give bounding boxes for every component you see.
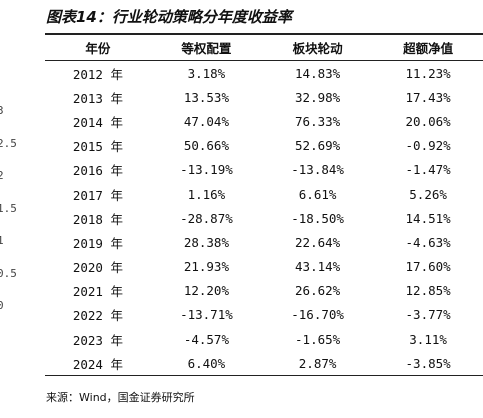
table-cell: 2021 年: [72, 284, 123, 300]
table-cell: -13.71%: [180, 307, 233, 323]
table-row: 2022 年 -13.71% -16.70% -3.77%: [45, 303, 483, 327]
source: 来源：Wind，国金证券研究所: [46, 391, 195, 404]
table-row: 2024 年 6.40% 2.87% -3.85%: [45, 351, 483, 377]
table-body: 2012 年 3.18% 14.83% 11.23% 2013 年 13.53% 32.98…: [45, 61, 483, 377]
table-cell: 14.83%: [295, 65, 341, 81]
table-cell: 2012 年: [72, 66, 123, 82]
table-row: 2021 年 12.20% 26.62% 12.85%: [45, 279, 483, 303]
table-cell: 20.06%: [405, 113, 451, 129]
table-cell: 11.23%: [405, 65, 451, 81]
header-cell: 板块轮动: [262, 33, 374, 61]
table-cell: 32.98%: [295, 89, 341, 105]
table-cell: -13.19%: [180, 162, 233, 178]
header-row: 年份 等权配置 板块轮动 超额净值: [45, 33, 483, 61]
header-cell: 年份: [45, 33, 151, 61]
table-cell: 6.61%: [298, 186, 337, 202]
table-row: 2023 年 -4.57% -1.65% 3.11%: [45, 327, 483, 351]
table-cell: -13.84%: [291, 162, 344, 178]
table-row: 2017 年 1.16% 6.61% 5.26%: [45, 182, 483, 206]
table-cell: -3.77%: [405, 307, 451, 323]
table-cell: 2020 年: [72, 260, 123, 276]
table-cell: 2023 年: [72, 332, 123, 348]
header-cell: 超额净值: [373, 33, 483, 61]
table-cell: -16.70%: [291, 307, 344, 323]
table-cell: 1.16%: [187, 186, 226, 202]
table-row: 2019 年 28.38% 22.64% -4.63%: [45, 230, 483, 254]
table-cell: 12.20%: [183, 283, 229, 299]
table-cell: 28.38%: [183, 234, 229, 250]
table-cell: 14.51%: [405, 210, 451, 226]
table-cell: -1.47%: [405, 162, 451, 178]
side-label: 1: [0, 234, 4, 247]
table-cell: 2015 年: [72, 139, 123, 155]
side-label: 1.5: [0, 201, 17, 215]
table-cell: 2017 年: [72, 187, 123, 203]
side-label: 0: [0, 299, 4, 312]
table-cell: 2024 年: [45, 351, 151, 377]
table-cell: 43.14%: [295, 259, 341, 275]
side-label: 2: [0, 169, 4, 182]
table-cell: -4.63%: [405, 234, 451, 250]
table-cell: 5.26%: [409, 186, 447, 202]
table-cell: 22.64%: [295, 234, 341, 250]
table-row: 2013 年 13.53% 32.98% 17.43%: [45, 85, 483, 109]
table-cell: 12.85%: [405, 283, 451, 299]
table-cell: 2019 年: [72, 235, 123, 251]
table-cell: 13.53%: [183, 89, 229, 105]
table-cell: 50.66%: [183, 138, 229, 154]
table-cell: 3.18%: [187, 65, 226, 81]
title: 图表14：行业轮动策略分年度收益率: [46, 8, 292, 26]
table-cell: -28.87%: [180, 210, 233, 226]
header-cell: 等权配置: [150, 33, 262, 61]
table-cell: 2022 年: [72, 308, 123, 324]
table-cell: 3.11%: [409, 331, 447, 347]
table-cell: -4.57%: [183, 331, 229, 347]
table-cell: 2013 年: [72, 90, 123, 106]
table-cell: 2014 年: [72, 114, 123, 130]
table-cell: 17.43%: [405, 89, 451, 105]
table-cell: 21.93%: [183, 259, 229, 275]
table-row: 2015 年 50.66% 52.69% -0.92%: [45, 134, 483, 158]
table-row: 2012 年 3.18% 14.83% 11.23%: [45, 61, 483, 86]
table-cell: 2.87%: [262, 351, 374, 377]
table-cell: 76.33%: [295, 113, 341, 129]
table-cell: 2016 年: [72, 163, 123, 179]
table: 年份 等权配置 板块轮动 超额净值 2012 年 3.18% 14.83% 11.23% 20…: [45, 33, 483, 377]
table-cell: -1.65%: [295, 331, 341, 347]
side-label: 0.5: [0, 266, 17, 280]
table-cell: 2018 年: [72, 211, 123, 227]
table-row: 2018 年 -28.87% -18.50% 14.51%: [45, 206, 483, 230]
table-cell: 26.62%: [295, 283, 341, 299]
table-row: 2020 年 21.93% 43.14% 17.60%: [45, 255, 483, 279]
table-cell: -18.50%: [291, 210, 344, 226]
table-cell: 17.60%: [405, 259, 451, 275]
table-row: 2016 年 -13.19% -13.84% -1.47%: [45, 158, 483, 182]
table-row: 2014 年 47.04% 76.33% 20.06%: [45, 109, 483, 133]
table-cell: 47.04%: [183, 113, 229, 129]
table-cell: -0.92%: [405, 138, 451, 154]
table-cell: 6.40%: [150, 351, 262, 377]
table-cell: -3.85%: [373, 351, 483, 377]
side-label: 2.5: [0, 136, 17, 150]
table-cell: 52.69%: [295, 138, 341, 154]
side-label: 3: [0, 104, 4, 117]
